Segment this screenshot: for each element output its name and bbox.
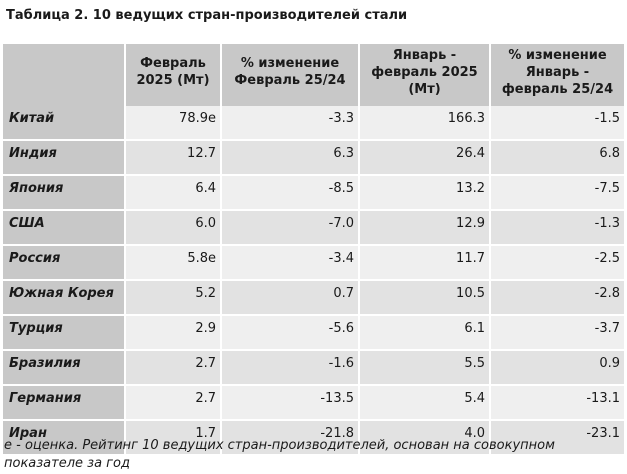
feb-change-cell: -21.8 xyxy=(222,421,360,456)
feb-value-cell: 6.4 xyxy=(126,176,222,211)
country-cell: Япония xyxy=(3,176,126,211)
feb-change-cell: 0.7 xyxy=(222,281,360,316)
janfeb-value-cell: 12.9 xyxy=(360,211,491,246)
header-row: Февраль 2025 (Мт) % изменение Февраль 25… xyxy=(3,44,624,106)
header-corner xyxy=(3,44,126,106)
feb-value-cell: 6.0 xyxy=(126,211,222,246)
country-cell: Германия xyxy=(3,386,126,421)
feb-change-cell: -1.6 xyxy=(222,351,360,386)
table-row: Иран 1.7 -21.8 4.0 -23.1 xyxy=(3,421,624,456)
feb-change-cell: -3.4 xyxy=(222,246,360,281)
janfeb-change-cell: -2.5 xyxy=(491,246,624,281)
janfeb-value-cell: 6.1 xyxy=(360,316,491,351)
janfeb-change-cell: -2.8 xyxy=(491,281,624,316)
country-cell: Бразилия xyxy=(3,351,126,386)
feb-value-cell: 5.8e xyxy=(126,246,222,281)
janfeb-change-cell: 6.8 xyxy=(491,141,624,176)
feb-value-cell: 2.7 xyxy=(126,351,222,386)
feb-value-cell: 12.7 xyxy=(126,141,222,176)
country-cell: Южная Корея xyxy=(3,281,126,316)
header-feb: Февраль 2025 (Мт) xyxy=(126,44,222,106)
janfeb-value-cell: 4.0 xyxy=(360,421,491,456)
table-title: Таблица 2. 10 ведущих стран-производител… xyxy=(6,8,408,23)
table-row: Бразилия 2.7 -1.6 5.5 0.9 xyxy=(3,351,624,386)
feb-value-cell: 78.9e xyxy=(126,106,222,141)
janfeb-change-cell: -1.5 xyxy=(491,106,624,141)
feb-change-cell: -7.0 xyxy=(222,211,360,246)
janfeb-change-cell: 0.9 xyxy=(491,351,624,386)
feb-value-cell: 2.9 xyxy=(126,316,222,351)
table-row: Германия 2.7 -13.5 5.4 -13.1 xyxy=(3,386,624,421)
table-row: Турция 2.9 -5.6 6.1 -3.7 xyxy=(3,316,624,351)
janfeb-change-cell: -7.5 xyxy=(491,176,624,211)
table-row: Китай 78.9e -3.3 166.3 -1.5 xyxy=(3,106,624,141)
country-cell: Китай xyxy=(3,106,126,141)
feb-change-cell: -8.5 xyxy=(222,176,360,211)
table-row: Южная Корея 5.2 0.7 10.5 -2.8 xyxy=(3,281,624,316)
country-cell: Индия xyxy=(3,141,126,176)
table-row: Япония 6.4 -8.5 13.2 -7.5 xyxy=(3,176,624,211)
feb-change-cell: -5.6 xyxy=(222,316,360,351)
janfeb-change-cell: -23.1 xyxy=(491,421,624,456)
feb-value-cell: 1.7 xyxy=(126,421,222,456)
header-janfeb: Январь - февраль 2025 (Мт) xyxy=(360,44,491,106)
feb-value-cell: 2.7 xyxy=(126,386,222,421)
janfeb-value-cell: 11.7 xyxy=(360,246,491,281)
feb-change-cell: 6.3 xyxy=(222,141,360,176)
feb-change-cell: -3.3 xyxy=(222,106,360,141)
feb-value-cell: 5.2 xyxy=(126,281,222,316)
header-janfeb-change: % изменение Январь - февраль 25/24 xyxy=(491,44,624,106)
janfeb-value-cell: 10.5 xyxy=(360,281,491,316)
header-feb-change: % изменение Февраль 25/24 xyxy=(222,44,360,106)
country-cell: Иран xyxy=(3,421,126,456)
footnote: e - оценка. Рейтинг 10 ведущих стран-про… xyxy=(4,438,555,471)
janfeb-value-cell: 26.4 xyxy=(360,141,491,176)
country-cell: США xyxy=(3,211,126,246)
janfeb-value-cell: 5.5 xyxy=(360,351,491,386)
table-row: Россия 5.8e -3.4 11.7 -2.5 xyxy=(3,246,624,281)
country-cell: Турция xyxy=(3,316,126,351)
steel-producers-table: Февраль 2025 (Мт) % изменение Февраль 25… xyxy=(3,44,624,456)
table-row: Индия 12.7 6.3 26.4 6.8 xyxy=(3,141,624,176)
country-cell: Россия xyxy=(3,246,126,281)
janfeb-value-cell: 166.3 xyxy=(360,106,491,141)
table-row: США 6.0 -7.0 12.9 -1.3 xyxy=(3,211,624,246)
janfeb-change-cell: -3.7 xyxy=(491,316,624,351)
feb-change-cell: -13.5 xyxy=(222,386,360,421)
janfeb-change-cell: -1.3 xyxy=(491,211,624,246)
janfeb-value-cell: 5.4 xyxy=(360,386,491,421)
janfeb-change-cell: -13.1 xyxy=(491,386,624,421)
janfeb-value-cell: 13.2 xyxy=(360,176,491,211)
